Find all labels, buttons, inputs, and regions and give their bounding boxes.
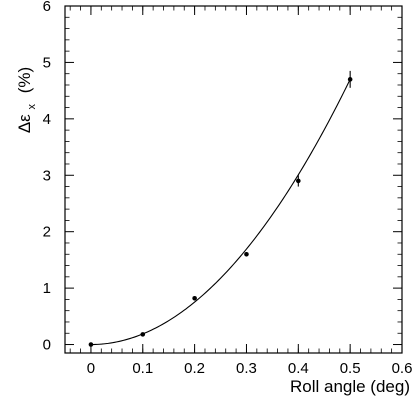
data-points — [88, 70, 353, 347]
x-tick-label: 0.4 — [288, 360, 309, 377]
y-axis-symbol: Δε — [15, 114, 34, 133]
y-tick-label: 1 — [43, 280, 51, 297]
y-tick-label: 2 — [43, 224, 51, 241]
y-tick-label: 5 — [43, 54, 51, 71]
y-axis-title: Δε x (%) — [15, 67, 39, 133]
plot-frame — [64, 5, 403, 354]
y-tick-label: 3 — [43, 167, 51, 184]
x-tick-label: 0.3 — [236, 360, 257, 377]
x-tick-label: 0.5 — [340, 360, 361, 377]
data-point — [244, 251, 249, 257]
x-tick-label: 0.1 — [132, 360, 153, 377]
data-point — [140, 332, 146, 337]
data-point — [88, 342, 94, 347]
y-tick-label: 6 — [43, 0, 51, 15]
fit-curve — [90, 79, 351, 346]
data-point — [296, 178, 301, 184]
x-tick-label: 0.6 — [392, 360, 413, 377]
x-axis-title: Roll angle (deg) — [290, 377, 410, 396]
x-tick-label: 0 — [87, 360, 95, 377]
data-point — [347, 77, 353, 82]
data-point — [192, 295, 197, 301]
y-tick-label: 4 — [43, 111, 51, 128]
axis-ticks — [65, 5, 403, 353]
y-tick-label: 0 — [43, 337, 51, 354]
tick-labels: 0 0.1 0.2 0.3 0.4 0.5 0.6 0 1 2 3 4 5 6 — [43, 0, 413, 377]
y-axis-subscript: x — [26, 104, 38, 110]
y-axis-unit: (%) — [15, 67, 34, 93]
x-tick-label: 0.2 — [184, 360, 205, 377]
